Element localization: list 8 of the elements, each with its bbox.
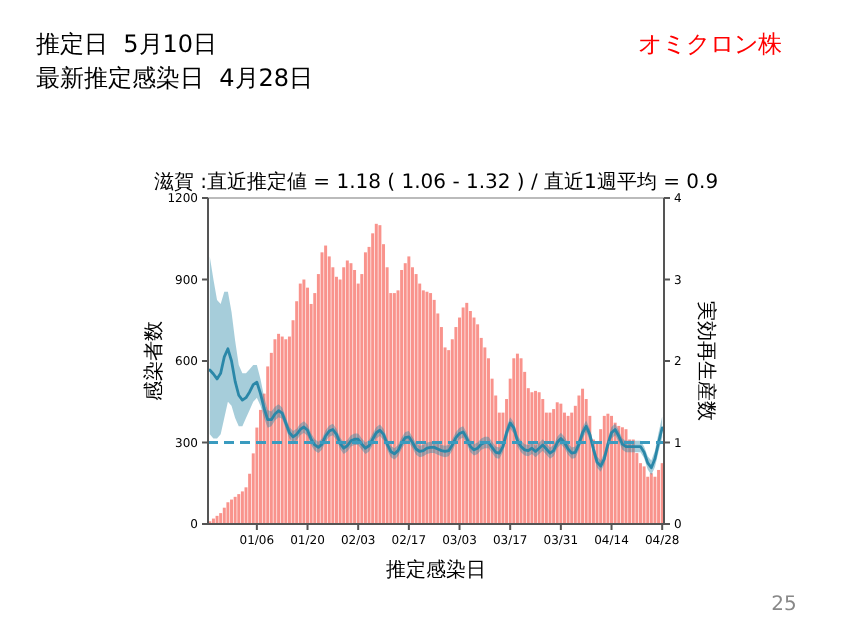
text: 最新推定感染日 4月28日 xyxy=(36,64,314,92)
text: オミクロン株 xyxy=(638,30,782,58)
chart-title: 滋賀 :直近推定値 = 1.18 ( 1.06 - 1.32 ) / 直近1週平均 = 0.9 xyxy=(153,170,719,194)
x-axis-title: 推定感染日 xyxy=(386,558,486,582)
text: 25 xyxy=(771,594,797,616)
text: 推定日 5月10日 xyxy=(36,30,218,58)
y-axis-title: 感染者数 xyxy=(142,321,166,401)
y2-axis-title: 実効再生産数 xyxy=(694,301,718,421)
